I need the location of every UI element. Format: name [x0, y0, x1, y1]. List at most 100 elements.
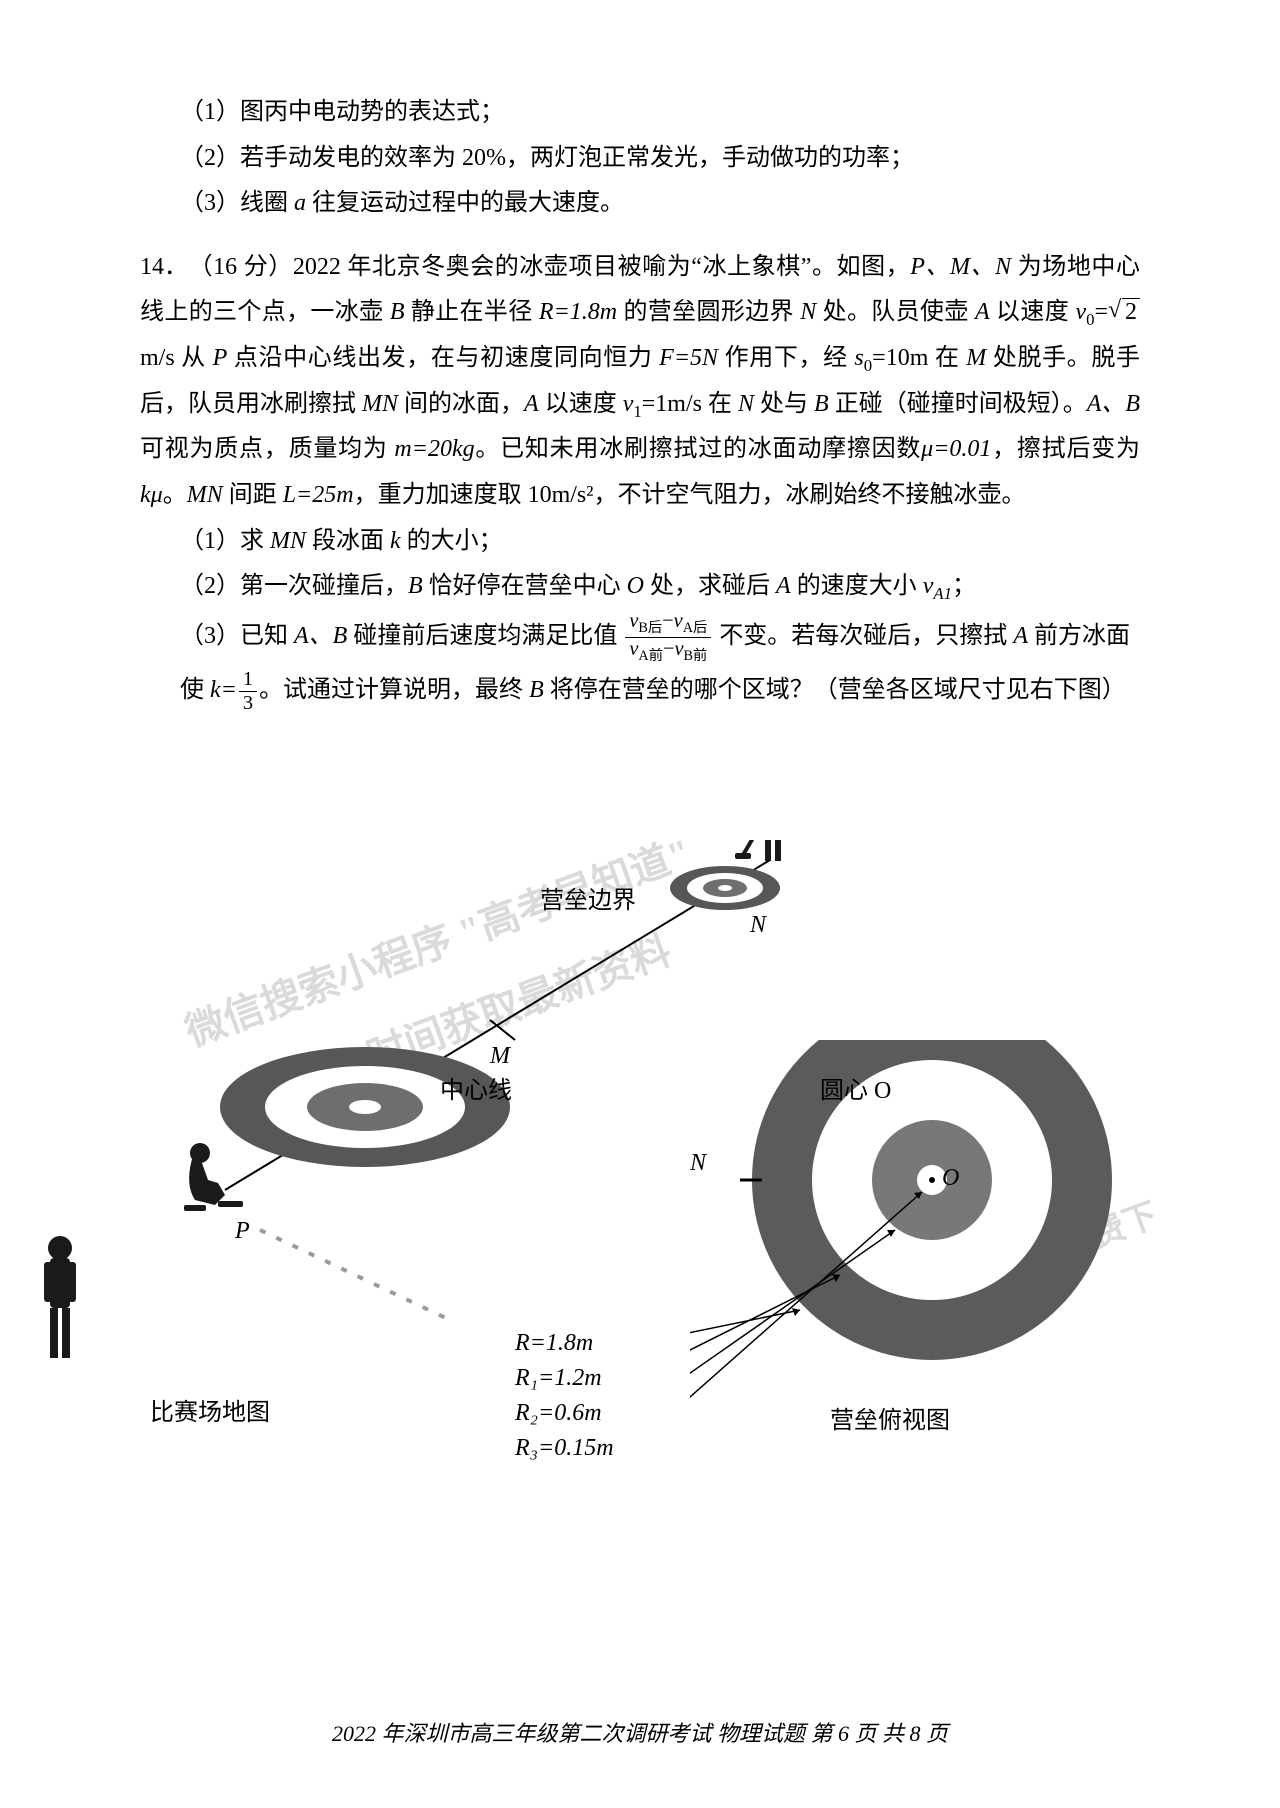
- bullseye-top-view: [690, 1040, 1190, 1460]
- ratio-fraction: vB后−vA后 vA前−vB前: [625, 610, 711, 665]
- lbl-O: O: [942, 1165, 959, 1192]
- q14-Leq: L=25m: [283, 482, 354, 508]
- s2-A: A: [776, 573, 791, 599]
- k-fraction: 13: [239, 668, 257, 714]
- s2-O: O: [627, 573, 644, 599]
- q14-p1q: 。: [163, 482, 187, 508]
- q14-A: A: [975, 299, 990, 325]
- q14-N2: N: [738, 391, 754, 417]
- q14-p1c: 静止在半径: [404, 299, 538, 325]
- lbl-R3: R₃=0.15m: [515, 1435, 614, 1462]
- q14-p1k: 以速度: [539, 391, 623, 417]
- s3e: 。试通过计算说明，最终: [259, 677, 529, 703]
- lbl-centerO: 圆心 O: [820, 1070, 891, 1105]
- q14-M: M: [966, 345, 986, 371]
- lbl-fieldmap: 比赛场地图: [150, 1392, 270, 1427]
- prev-sub-3: （3）线圈 a 往复运动过程中的最大速度。: [140, 181, 1140, 227]
- fn-s2: A后: [683, 620, 708, 636]
- s3-prefix: （3）线圈: [180, 190, 294, 216]
- q14-v1val: =1m/s 在: [642, 391, 738, 417]
- q14-v0v: v: [1075, 299, 1086, 325]
- kf-num: 1: [239, 668, 257, 691]
- lbl-P: P: [235, 1218, 250, 1245]
- q14-Feq: F=5N: [659, 345, 718, 371]
- s3-suffix: 往复运动过程中的最大速度。: [306, 190, 624, 216]
- q14-body: 14．（16 分）2022 年北京冬奥会的冰壶项目被喻为“冰上象棋”。如图，P、…: [140, 245, 1140, 519]
- q14-p1h: 作用下，经: [718, 345, 854, 371]
- q14-p1s: ，重力加速度取 10m/s²，不计空气阻力，冰刷始终不接触冰壶。: [354, 482, 1026, 508]
- s3-B: B: [529, 677, 544, 703]
- q14-AB: A、B: [1087, 391, 1140, 417]
- q14-mueq: μ=0.01: [921, 436, 991, 462]
- q14-sub1: （1）求 MN 段冰面 k 的大小；: [140, 519, 1140, 565]
- prev-sub-2: （2）若手动发电的效率为 20%，两灯泡正常发光，手动做功的功率；: [140, 136, 1140, 182]
- q14-p1d: 的营垒圆形边界: [617, 299, 800, 325]
- q14-p1o: 。已知未用冰刷擦拭过的冰面动摩擦因数: [475, 436, 922, 462]
- lbl-N: N: [690, 1150, 706, 1177]
- q14-p1f: 以速度: [990, 299, 1076, 325]
- q14-P: P: [213, 345, 228, 371]
- q14-N: N: [800, 299, 816, 325]
- lbl-boundary: 营垒边界: [540, 880, 636, 915]
- q14-s0sub: 0: [864, 356, 872, 375]
- s3a: （3）已知: [180, 623, 294, 649]
- s1-k: k: [390, 528, 401, 554]
- s3-keq: k=: [210, 677, 237, 703]
- lbl-R1: R₁=1.2m: [515, 1365, 602, 1392]
- s2-B: B: [408, 573, 423, 599]
- page-footer: 2022 年深圳市高三年级第二次调研考试 物理试题 第 6 页 共 8 页: [0, 1716, 1280, 1748]
- q14-p1e: 处。队员使壶: [816, 299, 975, 325]
- q14-B2: B: [814, 391, 829, 417]
- q14-points: （16 分）: [188, 254, 293, 280]
- figure-area: 营垒边界 中心线 圆心 O 比赛场地图 营垒俯视图 P M N N O R=1.…: [70, 840, 1210, 1540]
- s2d: 的速度大小: [791, 573, 923, 599]
- s1b: 段冰面: [306, 528, 390, 554]
- s2a: （2）第一次碰撞后，: [180, 573, 408, 599]
- q14-sub2: （2）第一次碰撞后，B 恰好停在营垒中心 O 处，求碰后 A 的速度大小 vA1…: [140, 564, 1140, 610]
- s1c: 的大小；: [401, 528, 503, 554]
- s2-vA1sub: A1: [933, 584, 952, 603]
- fn-s1: B后: [638, 620, 662, 636]
- lbl-R2: R₂=0.6m: [515, 1400, 602, 1427]
- observer-icon: [20, 1230, 100, 1390]
- q14-PMN: P、M、N: [910, 254, 1011, 280]
- s2b: 恰好停在营垒中心: [423, 573, 627, 599]
- q14-p1r: 间距: [223, 482, 283, 508]
- q14-kmu: kμ: [140, 482, 163, 508]
- lbl-R: R=1.8m: [515, 1330, 593, 1357]
- q14-s0v: s: [854, 345, 863, 371]
- q14-meq: m=20kg: [394, 436, 474, 462]
- fd-b: v: [674, 638, 683, 660]
- s3c: 不变。若每次碰后，只擦拭: [713, 623, 1013, 649]
- s3-var: a: [294, 190, 306, 216]
- s3-A: A: [1013, 623, 1028, 649]
- q14-number: 14．: [140, 245, 188, 291]
- fd-s1: A前: [638, 648, 663, 664]
- q14-p1j: 间的冰面，: [398, 391, 524, 417]
- q14-v0unit: m/s 从: [140, 345, 213, 371]
- s2c: 处，求碰后: [644, 573, 776, 599]
- q14-sub3: （3）已知 A、B 碰撞前后速度均满足比值 vB后−vA后 vA前−vB前 不变…: [140, 610, 1140, 715]
- s2e: ；: [952, 573, 976, 599]
- s1a: （1）求: [180, 528, 270, 554]
- s3-AB: A、B: [294, 623, 347, 649]
- q14-p1n: 可视为质点，质量均为: [140, 436, 394, 462]
- sqrt-icon: 2: [1108, 290, 1140, 336]
- q14-B: B: [390, 299, 405, 325]
- q14-v1sub: 1: [633, 402, 641, 421]
- fd-s2: B前: [684, 648, 708, 664]
- s3f: 将停在营垒的哪个区域？（营垒各区域尺寸见右下图）: [544, 677, 1126, 703]
- q14-MN: MN: [362, 391, 398, 417]
- q14-v0eq: =: [1094, 299, 1108, 325]
- q14-s0val: =10m 在: [872, 345, 966, 371]
- kf-den: 3: [239, 692, 257, 714]
- q14-Req: R=1.8m: [539, 299, 617, 325]
- fn-b: v: [674, 610, 683, 632]
- prev-sub-1: （1）图丙中电动势的表达式；: [140, 90, 1140, 136]
- fd-m: −: [663, 638, 675, 660]
- s1-MN: MN: [270, 528, 306, 554]
- q14-MN2: MN: [187, 482, 223, 508]
- lbl-topview: 营垒俯视图: [830, 1400, 950, 1435]
- fn-m: −: [662, 610, 674, 632]
- s3b: 碰撞前后速度均满足比值: [347, 623, 623, 649]
